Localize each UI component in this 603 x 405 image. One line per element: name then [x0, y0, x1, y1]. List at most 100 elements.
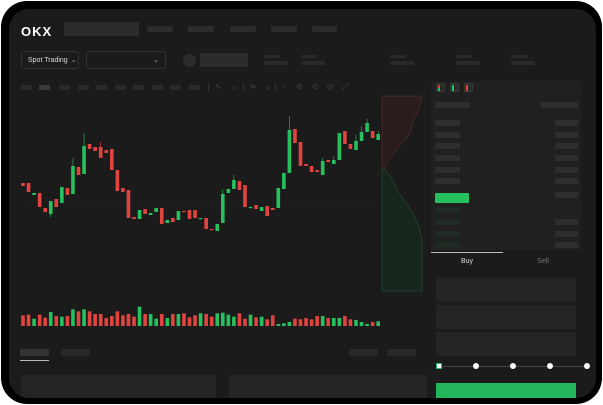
- chevron-down-icon: ⌄: [70, 56, 77, 64]
- candle-body: [376, 134, 380, 140]
- volume-bar: [21, 315, 25, 326]
- tab-open-orders[interactable]: [20, 349, 49, 356]
- timeframe-button[interactable]: [78, 85, 89, 90]
- fullscreen-icon[interactable]: ⤢: [342, 82, 349, 91]
- stat-value: [301, 61, 325, 65]
- candle-body: [337, 133, 342, 160]
- stat-value: [511, 61, 535, 65]
- timeframe-button[interactable]: [59, 85, 70, 90]
- candle-body: [104, 150, 109, 153]
- volume-bar: [221, 312, 225, 326]
- candle-body: [65, 188, 70, 195]
- candle-body: [165, 220, 170, 223]
- total-input[interactable]: [436, 332, 576, 356]
- candle-body: [126, 190, 131, 218]
- slider-step[interactable]: [436, 363, 442, 369]
- volume-bar: [165, 318, 170, 326]
- ask-amount: [555, 132, 578, 138]
- candle-body: [359, 132, 364, 141]
- buy-tab[interactable]: Buy: [460, 258, 474, 265]
- search-bar[interactable]: [64, 22, 139, 36]
- volume-bar: [320, 316, 325, 326]
- volume-bar: [265, 319, 269, 326]
- timeframe-button[interactable]: [115, 85, 126, 90]
- ruler-icon[interactable]: ⊘: [296, 82, 303, 91]
- slider-step[interactable]: [510, 363, 516, 369]
- filter-button[interactable]: [387, 349, 416, 356]
- candle-body: [248, 207, 253, 209]
- volume-bar: [343, 316, 347, 326]
- pair-dropdown[interactable]: ⌄: [86, 51, 166, 69]
- indicator-icon[interactable]: ∿: [215, 82, 222, 91]
- ob-col-header: [435, 102, 470, 108]
- stat-label: [390, 55, 406, 58]
- slider-step[interactable]: [547, 363, 553, 369]
- camera-icon[interactable]: ⊙: [312, 82, 319, 91]
- slider-step[interactable]: [584, 363, 590, 369]
- bid-price: [435, 242, 460, 248]
- timeframe-button[interactable]: [152, 85, 163, 90]
- sell-tab[interactable]: Sell: [537, 258, 549, 265]
- spot-trading-dropdown[interactable]: Spot Trading ⌄: [21, 51, 79, 69]
- nav-item[interactable]: [271, 26, 297, 32]
- nav-item[interactable]: [147, 26, 173, 32]
- timeframe-button[interactable]: [39, 85, 50, 90]
- candle-body: [354, 141, 358, 150]
- volume-bar: [376, 321, 380, 326]
- drawing-icon[interactable]: ⊳: [250, 82, 257, 91]
- ask-price: [435, 120, 460, 126]
- okx-logo: OKX: [21, 24, 53, 39]
- volume-bar: [126, 314, 131, 326]
- buy-button[interactable]: [436, 383, 576, 398]
- volume-bar: [365, 324, 369, 326]
- slider-step[interactable]: [473, 363, 479, 369]
- last-price: [435, 193, 469, 203]
- timeframe-button[interactable]: [21, 85, 32, 90]
- candle-body: [254, 205, 258, 209]
- price-input[interactable]: [436, 278, 576, 302]
- stat-label: [456, 55, 472, 58]
- volume-bar: [332, 318, 336, 326]
- nav-item[interactable]: [230, 26, 256, 32]
- candle-body: [237, 181, 242, 190]
- nav-item[interactable]: [312, 26, 337, 32]
- candle-body: [154, 208, 158, 212]
- book-asks-icon[interactable]: [464, 83, 473, 92]
- candle-body: [343, 131, 347, 144]
- volume-bar: [115, 311, 120, 326]
- book-bids-icon[interactable]: [450, 83, 459, 92]
- candle-body: [204, 218, 208, 229]
- bid-price: [435, 231, 460, 237]
- volume-bar: [54, 316, 59, 326]
- volume-bar: [287, 322, 292, 326]
- nav-item[interactable]: [188, 26, 214, 32]
- book-both-icon[interactable]: [436, 83, 445, 92]
- orders-panel: [21, 375, 216, 398]
- candle-body: [315, 170, 319, 172]
- filter-button[interactable]: [349, 349, 378, 356]
- volume-bar: [248, 314, 253, 326]
- candle-body: [54, 199, 59, 207]
- volume-bar: [171, 314, 175, 326]
- amount-input[interactable]: [436, 305, 576, 329]
- volume-bar: [354, 320, 358, 326]
- tab-order-history[interactable]: [61, 349, 90, 356]
- divider: [275, 83, 276, 92]
- candle-body: [276, 188, 281, 208]
- chevron-down-icon[interactable]: ⌄: [231, 82, 238, 91]
- volume-bar: [298, 319, 303, 326]
- timeframe-button[interactable]: [96, 85, 107, 90]
- chevron-down-icon[interactable]: ⌄: [265, 82, 272, 91]
- candlestick-chart[interactable]: [9, 9, 596, 398]
- divider: [208, 83, 209, 92]
- timeframe-button[interactable]: [170, 85, 181, 90]
- candle-body: [365, 123, 369, 132]
- settings-icon[interactable]: ◎: [327, 82, 334, 91]
- timeframe-button[interactable]: [133, 85, 144, 90]
- volume-bar: [87, 311, 92, 326]
- candle-body: [320, 161, 325, 175]
- candle-body: [121, 188, 125, 192]
- volume-bar: [32, 318, 36, 326]
- line-tool-icon[interactable]: ~: [282, 82, 287, 91]
- timeframe-button[interactable]: [189, 85, 200, 90]
